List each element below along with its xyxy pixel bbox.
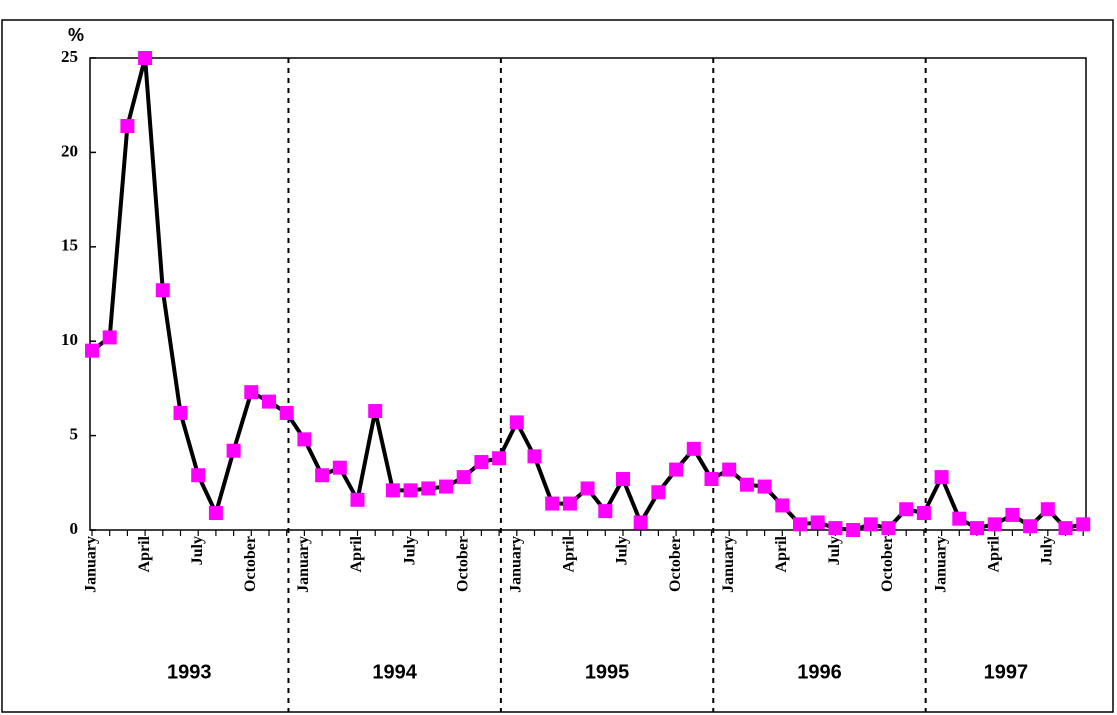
data-point	[120, 118, 135, 133]
x-tick-label: October	[454, 536, 471, 592]
data-point	[297, 432, 312, 447]
data-point	[722, 462, 737, 477]
year-label: 1993	[167, 661, 212, 683]
data-point	[85, 343, 99, 358]
x-tick-label: April	[561, 535, 578, 572]
data-point	[226, 443, 241, 458]
y-tick-label: 25	[61, 47, 78, 66]
data-point	[987, 517, 1002, 532]
data-point	[474, 455, 489, 470]
x-tick-label: April	[985, 535, 1002, 572]
data-point	[155, 283, 170, 298]
data-point	[368, 404, 383, 419]
data-point	[403, 483, 418, 498]
data-point	[1058, 521, 1073, 536]
data-point	[1005, 507, 1020, 522]
data-point	[757, 479, 772, 494]
y-axis-unit: %	[68, 25, 84, 45]
x-tick-label: July	[189, 536, 206, 565]
year-label: 1997	[984, 661, 1029, 683]
year-label: 1995	[585, 661, 630, 683]
data-point	[775, 498, 790, 513]
data-point	[580, 481, 595, 496]
x-tick-label: July	[401, 536, 418, 565]
x-tick-label: October	[667, 536, 684, 592]
data-point	[810, 515, 825, 530]
data-point	[651, 485, 666, 500]
data-point	[208, 506, 223, 521]
data-point	[456, 470, 471, 485]
data-point	[173, 405, 188, 420]
data-point	[562, 496, 577, 511]
data-point	[934, 470, 949, 485]
year-label: 1996	[797, 661, 842, 683]
x-tick-label: January	[83, 536, 100, 593]
y-tick-label: 0	[70, 519, 79, 538]
x-tick-label: January	[295, 536, 312, 593]
x-tick-label: October	[242, 536, 259, 592]
data-point	[633, 515, 648, 530]
x-tick-label: July	[826, 536, 843, 565]
data-point	[191, 468, 206, 483]
x-tick-label: July	[1038, 536, 1055, 565]
x-tick-label: July	[614, 536, 631, 565]
data-point	[138, 51, 153, 65]
data-point	[686, 441, 701, 456]
y-tick-label: 15	[61, 236, 78, 255]
y-tick-label: 20	[61, 141, 78, 160]
x-tick-label: January	[507, 536, 524, 593]
data-point	[332, 460, 347, 475]
x-tick-label: April	[773, 535, 790, 572]
data-point	[421, 481, 436, 496]
data-point	[846, 523, 861, 537]
data-point	[509, 415, 524, 430]
y-tick-label: 5	[70, 425, 79, 444]
data-point	[952, 511, 967, 526]
data-point	[616, 472, 630, 487]
x-tick-label: October	[879, 536, 896, 592]
data-point	[793, 517, 807, 532]
data-point	[863, 517, 878, 532]
series-line	[90, 56, 1084, 532]
year-label: 1994	[372, 661, 417, 683]
x-tick-label: January	[720, 536, 737, 593]
chart-frame	[1, 19, 1114, 713]
data-point	[545, 496, 560, 511]
data-point	[350, 492, 365, 507]
data-point	[916, 506, 931, 521]
data-point	[492, 451, 507, 466]
data-point	[669, 462, 684, 477]
y-tick-label: 10	[61, 330, 78, 349]
data-point	[881, 521, 896, 536]
data-point	[1040, 502, 1055, 517]
data-point	[899, 502, 914, 517]
data-point	[970, 521, 984, 536]
data-point	[704, 472, 719, 487]
plot-area	[89, 57, 1087, 531]
data-point	[315, 468, 330, 483]
data-point	[1023, 519, 1038, 534]
data-point	[102, 330, 117, 345]
data-point	[385, 483, 400, 498]
x-tick-label: January	[932, 536, 949, 593]
data-point	[527, 449, 542, 464]
data-point	[262, 394, 276, 409]
data-point	[244, 385, 259, 400]
data-point	[439, 479, 453, 494]
data-point	[1076, 517, 1091, 532]
data-point	[279, 405, 294, 420]
data-point	[598, 504, 613, 519]
x-tick-label: April	[348, 535, 365, 572]
data-point	[828, 521, 843, 536]
x-tick-label: April	[136, 535, 153, 572]
data-point	[739, 477, 754, 492]
